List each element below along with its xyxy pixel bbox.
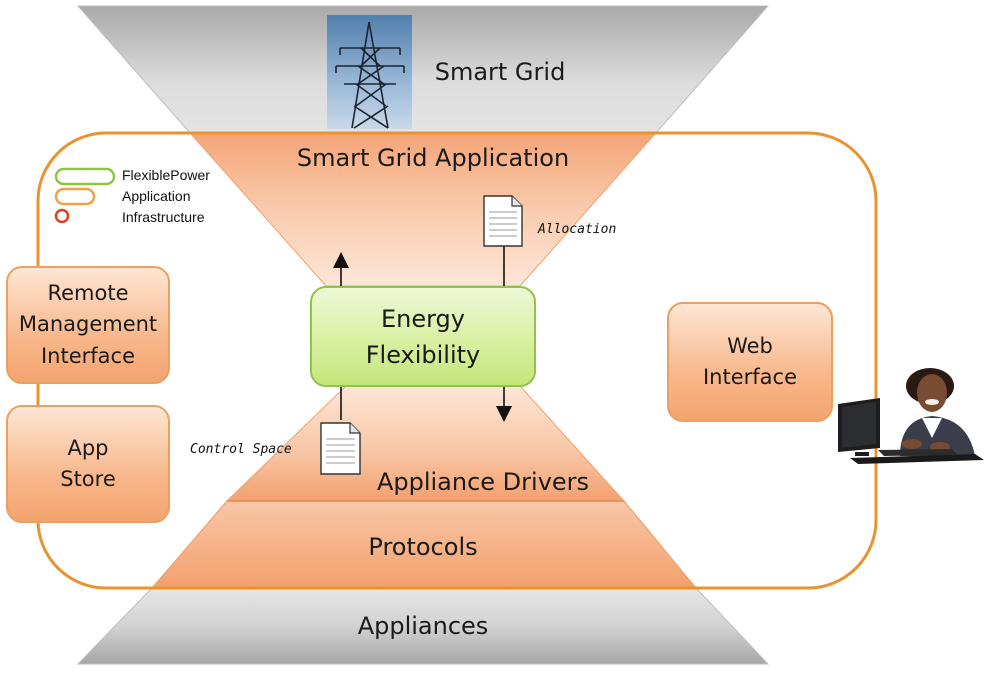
appliance-drivers-label: Appliance Drivers [376, 468, 590, 496]
remote-management-interface-box: Remote Management Interface [6, 266, 170, 384]
protocols-label: Protocols [368, 533, 478, 561]
legend-swatch-infrastructure [54, 208, 70, 224]
app-store-box: App Store [6, 405, 170, 523]
appliances-label: Appliances [357, 612, 489, 640]
smart-grid-application-label: Smart Grid Application [296, 144, 570, 172]
legend-swatch-application [54, 187, 96, 206]
allocation-label: Allocation [538, 222, 617, 237]
allocation-document-icon [483, 195, 523, 247]
power-pylon-image [327, 15, 412, 129]
legend-swatch-flexiblepower [54, 167, 116, 186]
smart-grid-label: Smart Grid [434, 58, 566, 86]
legend [54, 167, 116, 224]
legend-label-application: Application [122, 188, 191, 204]
user-at-computer-image [838, 368, 984, 464]
web-interface-box: Web Interface [667, 302, 833, 422]
energy-flexibility-box: Energy Flexibility [310, 286, 536, 387]
control-space-label: Control Space [190, 442, 292, 457]
legend-label-flexiblepower: FlexiblePower [122, 167, 210, 183]
legend-label-infrastructure: Infrastructure [122, 209, 205, 225]
control-space-document-icon [320, 422, 361, 475]
